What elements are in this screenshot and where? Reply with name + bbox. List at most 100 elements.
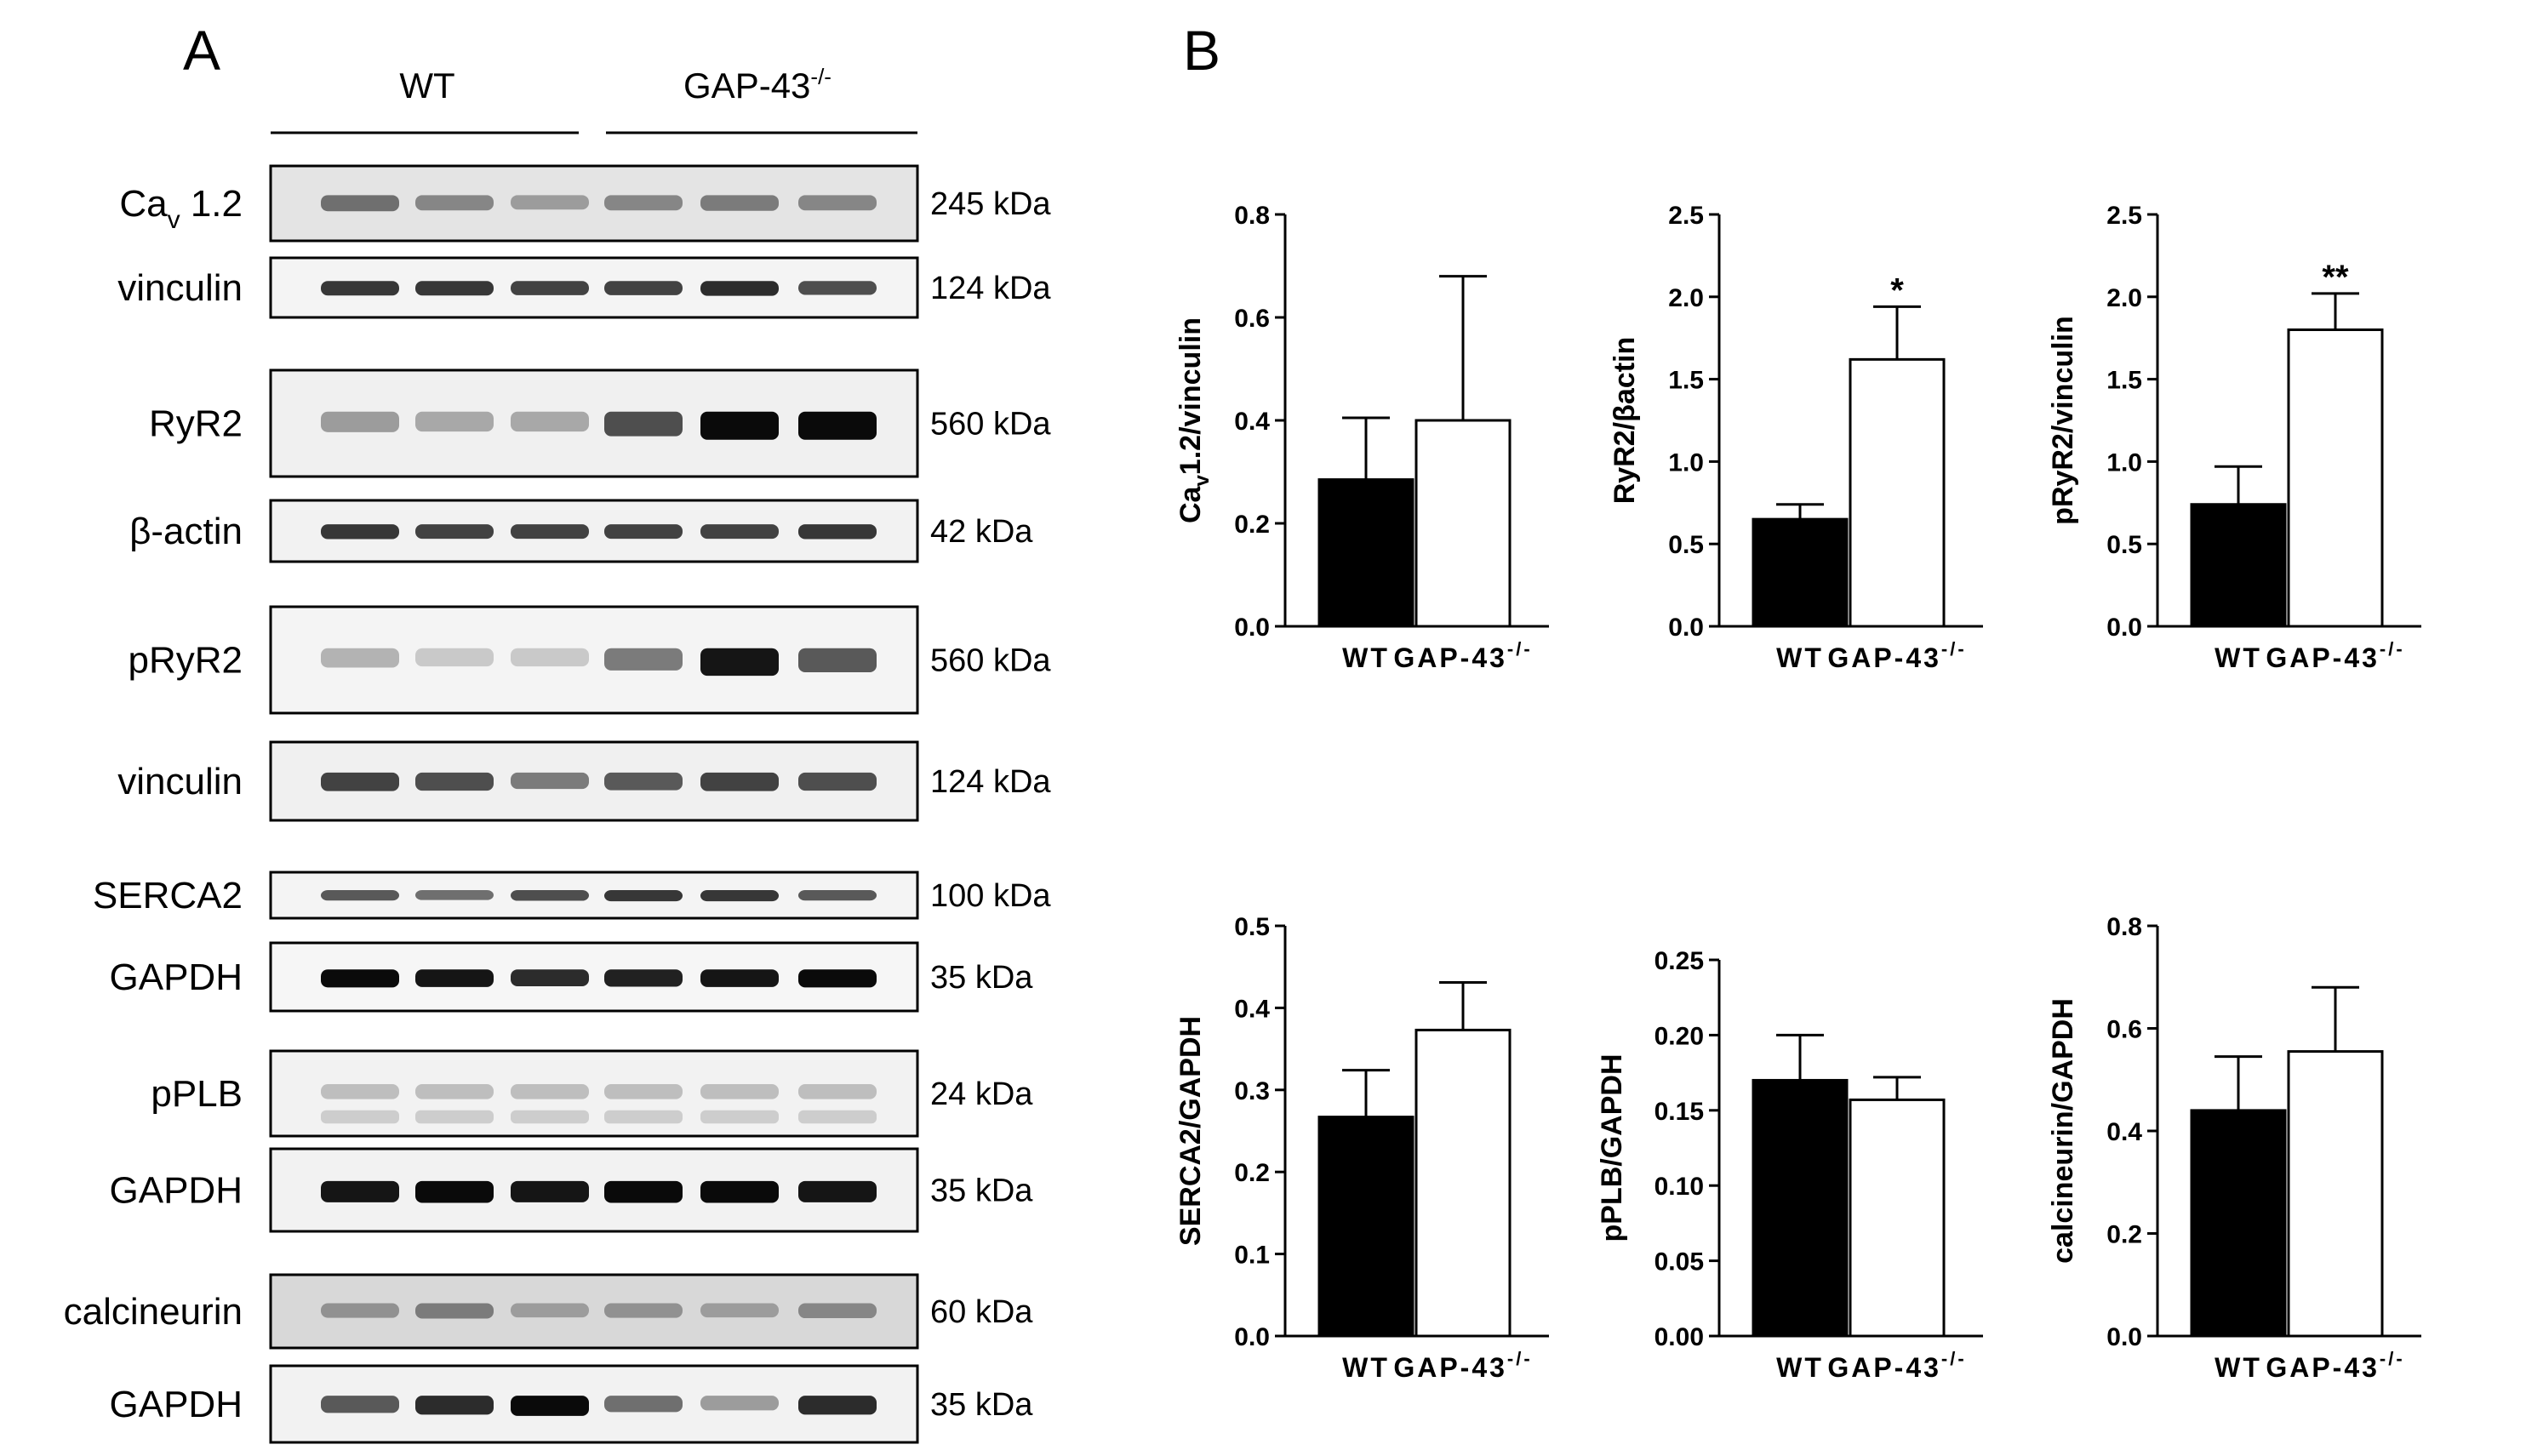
wb-band: [511, 195, 589, 210]
bar-chart: 0.0 0.5 1.0 1.5 2.0 2.5 RyR2/βactin WT * GAP-43-/…: [1609, 202, 1983, 673]
y-tick-label: 0.00: [1654, 1323, 1704, 1351]
wb-band: [415, 772, 494, 791]
wb-band: [604, 1110, 683, 1124]
y-tick-label: 0.20: [1654, 1022, 1704, 1050]
wb-protein-label: vinculin: [117, 267, 243, 309]
wb-band: [604, 648, 683, 671]
bar: [1849, 357, 1946, 628]
wb-band: [798, 890, 877, 901]
wb-band: [511, 969, 589, 986]
wb-kda-label: 124 kDa: [930, 764, 1051, 800]
y-tick-label: 0.0: [2106, 614, 2142, 642]
x-category-label: WT: [2215, 1352, 2262, 1383]
wb-protein-label: pPLB: [151, 1073, 243, 1115]
y-tick-label: 0.5: [1234, 913, 1270, 941]
wb-protein-label: β-actin: [129, 511, 243, 552]
x-category-label: GAP-43-/-: [1827, 638, 1966, 673]
wb-kda-label: 124 kDa: [930, 271, 1051, 306]
wb-band: [511, 411, 589, 432]
wb-band: [798, 648, 877, 672]
x-category-label: WT: [1342, 1352, 1390, 1383]
wb-band: [700, 281, 779, 296]
wb-band: [798, 195, 877, 211]
wb-band: [511, 1110, 589, 1124]
wb-kda-label: 560 kDa: [930, 643, 1051, 679]
y-tick-label: 0.6: [2106, 1016, 2142, 1044]
wb-band: [700, 411, 779, 440]
bar: [1849, 1098, 1946, 1338]
bar: [1752, 517, 1849, 628]
wb-band: [321, 281, 399, 296]
wb-strip: GAPDH 35 kDa: [110, 1147, 1033, 1233]
wb-group-label-sup: -/-: [810, 64, 832, 89]
y-axis-label: RyR2/βactin: [1609, 337, 1641, 504]
wb-strip: calcineurin 60 kDa: [64, 1273, 1033, 1350]
wb-protein-label: calcineurin: [64, 1291, 243, 1333]
wb-band: [604, 1396, 683, 1413]
wb-group-label-text: WT: [399, 66, 454, 106]
y-tick-label: 0.4: [2106, 1118, 2142, 1146]
wb-protein-label: vinculin: [117, 761, 243, 802]
wb-band: [511, 772, 589, 790]
x-category-label: GAP-43-/-: [2266, 1348, 2404, 1383]
wb-band: [511, 281, 589, 295]
wb-band: [511, 1303, 589, 1318]
y-axis-label: SERCA2/GAPDH: [1174, 1016, 1207, 1246]
y-tick-label: 1.0: [2106, 448, 2142, 477]
y-tick-label: 0.15: [1654, 1098, 1704, 1126]
wb-band: [511, 1396, 589, 1416]
wb-kda-label: 245 kDa: [930, 186, 1051, 222]
y-tick-label: 0.05: [1654, 1248, 1704, 1276]
wb-kda-label: 35 kDa: [930, 1173, 1033, 1209]
wb-strip: SERCA2 100 kDa: [93, 871, 1051, 920]
wb-band: [700, 524, 779, 540]
wb-group-label-text: GAP-43: [683, 66, 810, 106]
y-tick-label: 0.0: [2106, 1323, 2142, 1351]
wb-band: [604, 890, 683, 902]
wb-band: [415, 1303, 494, 1319]
bar: [1414, 419, 1512, 628]
y-tick-label: 0.0: [1234, 1323, 1270, 1351]
wb-band: [415, 890, 494, 900]
wb-band: [415, 281, 494, 296]
x-category-label: WT: [2215, 642, 2262, 673]
wb-protein-label: pRyR2: [129, 640, 243, 682]
wb-band: [511, 1084, 589, 1099]
panel-label-a: A: [183, 19, 220, 82]
wb-band: [604, 524, 683, 540]
y-tick-label: 0.2: [2106, 1221, 2142, 1249]
wb-strip: GAPDH 35 kDa: [110, 941, 1033, 1013]
wb-band: [700, 1180, 779, 1203]
wb-band: [798, 1084, 877, 1099]
wb-band: [604, 195, 683, 211]
wb-band: [700, 1110, 779, 1124]
wb-band: [604, 281, 683, 295]
y-tick-label: 2.5: [1668, 202, 1704, 230]
western-blot-panel: WT GAP-43-/- Cav 1.2 245 kDa vinculin 124 kDa…: [64, 64, 1051, 1444]
wb-protein-label: RyR2: [149, 403, 243, 445]
y-tick-label: 0.3: [1234, 1077, 1270, 1105]
wb-strip: GAPDH 35 kDa: [110, 1364, 1033, 1444]
wb-protein-label: Cav 1.2: [119, 183, 243, 234]
wb-kda-label: 24 kDa: [930, 1076, 1033, 1112]
y-tick-label: 0.1: [1234, 1242, 1270, 1270]
panel-label-b: B: [1183, 19, 1220, 82]
wb-strip: pRyR2 560 kDa: [129, 605, 1051, 715]
wb-band: [604, 1180, 683, 1203]
y-tick-label: 0.4: [1234, 995, 1270, 1023]
x-category-label: GAP-43-/-: [1393, 1348, 1532, 1383]
wb-band: [321, 411, 399, 432]
y-tick-label: 0.8: [2106, 913, 2142, 941]
y-tick-label: 0.5: [2106, 531, 2142, 559]
wb-band: [798, 1180, 877, 1202]
wb-band: [415, 1396, 494, 1415]
significance-marker: **: [2322, 259, 2349, 296]
y-tick-label: 2.0: [1668, 284, 1704, 312]
wb-band: [415, 524, 494, 540]
wb-band: [321, 772, 399, 791]
wb-band: [798, 1396, 877, 1415]
bar-chart: 0.00 0.05 0.10 0.15 0.20 0.25 pPLB/GAPDH WT GAP-…: [1596, 947, 1983, 1383]
y-axis-label: pPLB/GAPDH: [1596, 1054, 1628, 1242]
wb-band: [321, 1303, 399, 1318]
